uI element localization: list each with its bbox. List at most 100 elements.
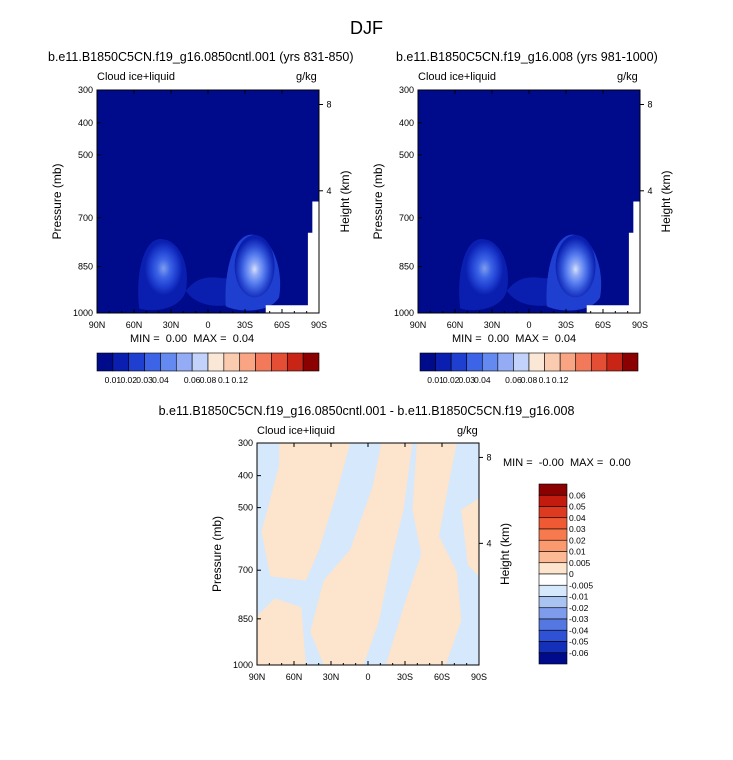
colorbar-label: 0.06 <box>184 375 201 385</box>
y-tick-label: 1000 <box>73 308 93 318</box>
x-tick-label: 30S <box>397 672 413 682</box>
positive-anomaly-region <box>261 443 351 581</box>
y2-tick-label: 8 <box>647 99 652 109</box>
colorbar-box <box>144 352 161 372</box>
colorbar-box <box>538 506 568 519</box>
x-tick-label: 30N <box>323 672 340 682</box>
colorbar-box <box>497 352 514 372</box>
x-tick-label: 30N <box>484 320 501 330</box>
colorbar-label: -0.01 <box>569 592 589 602</box>
y-tick-label: 850 <box>238 614 253 624</box>
colorbar-box <box>96 352 114 372</box>
colorbar-label: -0.03 <box>569 614 589 624</box>
colorbar-box <box>112 352 130 372</box>
colorbar-box <box>538 618 568 631</box>
x-tick-label: 60N <box>126 320 143 330</box>
colorbar-label: 0.02 <box>569 535 586 545</box>
colorbar-label: 0.01 <box>427 375 444 385</box>
colorbar-box <box>419 352 436 372</box>
colorbar-box <box>302 352 320 372</box>
colorbar-label: 0.04 <box>152 375 169 385</box>
colorbar-box <box>538 551 568 564</box>
y2-tick-label: 8 <box>486 452 491 462</box>
colorbar-box <box>528 352 545 372</box>
colorbar-box <box>606 352 623 372</box>
colorbar-label: 0.05 <box>569 502 586 512</box>
y-tick-label: 400 <box>399 118 414 128</box>
x-tick-label: 90N <box>410 320 427 330</box>
x-tick-label: 30S <box>237 320 253 330</box>
colorbar-box <box>544 352 561 372</box>
colorbar-box <box>223 352 241 372</box>
colorbar-label: 0.02 <box>120 375 137 385</box>
panel-2-plot-area <box>418 90 640 313</box>
y2-axis-label: Height (km) <box>659 170 673 232</box>
colorbar-box <box>559 352 577 372</box>
panel-3-left-string: Cloud ice+liquid <box>257 425 335 437</box>
colorbar-box <box>175 352 193 372</box>
colorbar-box <box>538 652 568 665</box>
colorbar-box <box>538 517 568 530</box>
y-axis-label: Pressure (mb) <box>50 163 64 239</box>
colorbar-label: 0.005 <box>569 558 591 568</box>
field-background <box>418 90 640 313</box>
colorbar-box <box>207 352 225 372</box>
colorbar-label: 0.03 <box>136 375 153 385</box>
colorbar-box <box>538 584 568 597</box>
y-tick-label: 1000 <box>233 660 253 670</box>
field-background <box>97 90 319 313</box>
x-tick-label: 60S <box>595 320 611 330</box>
y-tick-label: 700 <box>238 565 253 575</box>
colorbar-box <box>466 352 483 372</box>
colorbar-label: 0.12 <box>231 375 248 385</box>
missing-data-region <box>586 201 640 313</box>
y-tick-label: 400 <box>78 118 93 128</box>
colorbar-box <box>239 352 256 372</box>
colorbar-label: 0.02 <box>443 375 460 385</box>
panel-3-stats: MIN = -0.00 MAX = 0.00 <box>503 457 631 469</box>
panel-1-title: b.e11.B1850C5CN.f19_g16.0850cntl.001 (yr… <box>48 50 354 64</box>
colorbar-box <box>481 352 499 372</box>
panel-1: 90N 60N 30N 0 30S 60S 90S 300 400 500 700 850 1000 8 4… <box>50 85 352 385</box>
y-tick-label: 1000 <box>394 308 414 318</box>
figure-title: DJF <box>350 18 383 38</box>
y-axis-label: Pressure (mb) <box>210 516 224 592</box>
y-tick-label: 700 <box>399 213 414 223</box>
colorbar-label: 0.04 <box>569 513 586 523</box>
y2-axis-label: Height (km) <box>338 170 352 232</box>
colorbar-label: 0.04 <box>474 375 491 385</box>
colorbar-box <box>286 352 304 372</box>
x-tick-label: 90N <box>89 320 106 330</box>
positive-anomaly-region <box>310 443 413 665</box>
x-tick-label: 90S <box>471 672 487 682</box>
cloud-core-north <box>144 241 183 296</box>
x-tick-label: 60N <box>447 320 464 330</box>
colorbar-label: 0.1 <box>539 375 551 385</box>
x-tick-label: 60S <box>434 672 450 682</box>
colorbar-label: 0.01 <box>105 375 122 385</box>
x-tick-label: 60N <box>286 672 303 682</box>
x-tick-label: 0 <box>526 320 531 330</box>
colorbar-box <box>271 352 288 372</box>
panel-2-left-string: Cloud ice+liquid <box>418 71 496 83</box>
x-tick-label: 0 <box>205 320 210 330</box>
panel-2-title: b.e11.B1850C5CN.f19_g16.008 (yrs 981-100… <box>396 50 658 64</box>
y-tick-label: 300 <box>78 85 93 95</box>
colorbar-label: -0.06 <box>569 648 589 658</box>
panel-1-left-string: Cloud ice+liquid <box>97 71 175 83</box>
y2-axis-label: Height (km) <box>498 523 512 585</box>
colorbar-label: 0.06 <box>569 490 586 500</box>
x-tick-label: 60S <box>274 320 290 330</box>
missing-data-region <box>265 201 319 313</box>
y-tick-label: 850 <box>78 262 93 272</box>
panel-3-plot-area <box>257 443 479 665</box>
y-tick-label: 500 <box>78 150 93 160</box>
colorbar-label: 0.01 <box>569 547 586 557</box>
colorbar-label: 0.08 <box>521 375 538 385</box>
panel-2-colorbar: 0.01 0.02 0.03 0.04 0.06 0.08 0.1 0.12 <box>419 352 639 385</box>
colorbar-label: -0.04 <box>569 625 589 635</box>
cloud-core-south <box>234 234 275 298</box>
positive-anomaly-region <box>461 498 479 577</box>
